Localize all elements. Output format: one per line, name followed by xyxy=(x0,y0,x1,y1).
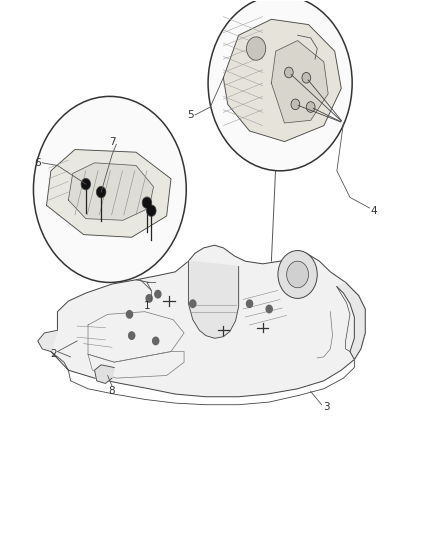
Text: 6: 6 xyxy=(35,158,41,168)
Circle shape xyxy=(291,99,300,110)
Circle shape xyxy=(278,251,317,298)
Text: 1: 1 xyxy=(144,301,150,311)
Circle shape xyxy=(148,206,155,215)
Text: 2: 2 xyxy=(50,349,57,359)
Text: 8: 8 xyxy=(109,386,115,397)
Circle shape xyxy=(155,290,161,298)
Circle shape xyxy=(146,295,152,302)
Polygon shape xyxy=(337,282,365,360)
Circle shape xyxy=(127,311,133,318)
Circle shape xyxy=(306,102,315,112)
Circle shape xyxy=(302,72,311,83)
Text: 5: 5 xyxy=(187,110,194,120)
Circle shape xyxy=(143,198,151,207)
Text: 4: 4 xyxy=(371,206,377,216)
Circle shape xyxy=(129,332,135,340)
Text: 7: 7 xyxy=(109,136,115,147)
Polygon shape xyxy=(46,150,171,237)
Circle shape xyxy=(208,0,352,171)
Circle shape xyxy=(97,187,105,197)
Circle shape xyxy=(82,179,90,189)
Polygon shape xyxy=(272,41,328,123)
Circle shape xyxy=(190,300,196,308)
Polygon shape xyxy=(38,330,57,352)
Circle shape xyxy=(152,337,159,345)
Circle shape xyxy=(266,305,272,313)
Circle shape xyxy=(247,300,253,308)
Polygon shape xyxy=(46,245,365,397)
Circle shape xyxy=(247,37,266,60)
Circle shape xyxy=(287,261,308,288)
Circle shape xyxy=(33,96,186,282)
Polygon shape xyxy=(68,163,153,220)
Circle shape xyxy=(285,67,293,78)
Text: 3: 3 xyxy=(323,402,329,413)
Polygon shape xyxy=(95,365,114,383)
Polygon shape xyxy=(188,261,239,338)
Polygon shape xyxy=(223,19,341,142)
